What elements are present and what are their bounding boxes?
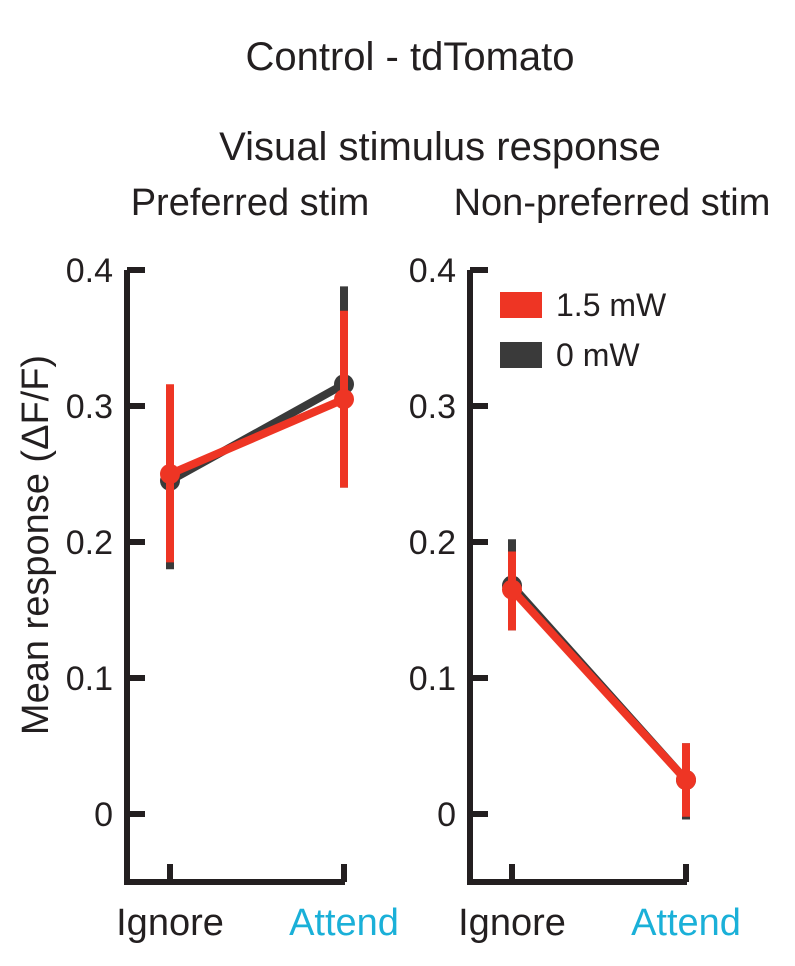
figure-title: Control - tdTomato xyxy=(245,35,574,79)
data-point xyxy=(334,389,354,410)
y-tick-label: 0 xyxy=(94,796,113,834)
y-tick-label: 0.2 xyxy=(409,524,456,562)
series-0mw xyxy=(160,286,354,570)
panel-preferred: 0 0.1 0.2 0.3 0.4 Ignore Attend xyxy=(66,252,399,944)
y-tick-label: 0.2 xyxy=(66,524,113,562)
y-tick-label: 0.3 xyxy=(409,388,456,426)
x-tick-label-attend: Attend xyxy=(289,902,399,944)
series-line xyxy=(509,586,689,783)
panel-nonpreferred: 0 0.1 0.2 0.3 0.4 Ignore Attend xyxy=(409,252,741,944)
y-tick-label: 0.3 xyxy=(66,388,113,426)
legend-swatch xyxy=(500,292,542,318)
figure-subtitle: Visual stimulus response xyxy=(219,125,661,169)
y-tick-label: 0 xyxy=(437,796,456,834)
y-tick-label: 0.4 xyxy=(409,252,456,290)
data-point xyxy=(160,464,180,484)
y-tick-label: 0.4 xyxy=(66,252,113,290)
y-tick-label: 0.1 xyxy=(66,660,113,698)
series-line xyxy=(168,395,346,478)
x-tick-label-attend: Attend xyxy=(631,902,741,944)
legend-swatch xyxy=(500,342,542,368)
legend-label: 0 mW xyxy=(556,337,640,373)
legend: 1.5 mW 0 mW xyxy=(500,287,667,373)
panel-title-nonpreferred: Non-preferred stim xyxy=(454,182,771,224)
panel-title-preferred: Preferred stim xyxy=(131,182,370,224)
legend-label: 1.5 mW xyxy=(556,287,667,323)
y-axis-label: Mean response (ΔF/F) xyxy=(15,355,57,735)
data-point xyxy=(676,770,696,790)
x-tick-label-ignore: Ignore xyxy=(116,902,224,944)
series-1-5mw xyxy=(502,551,696,817)
x-tick-label-ignore: Ignore xyxy=(458,902,566,944)
data-point xyxy=(502,579,522,600)
chart-panels: 0 0.1 0.2 0.3 0.4 Ignore Attend 0 0.1 0.2 0.3 0.4 Ig… xyxy=(66,252,741,944)
y-tick-label: 0.1 xyxy=(409,660,456,698)
series-1-5mw xyxy=(160,310,354,563)
